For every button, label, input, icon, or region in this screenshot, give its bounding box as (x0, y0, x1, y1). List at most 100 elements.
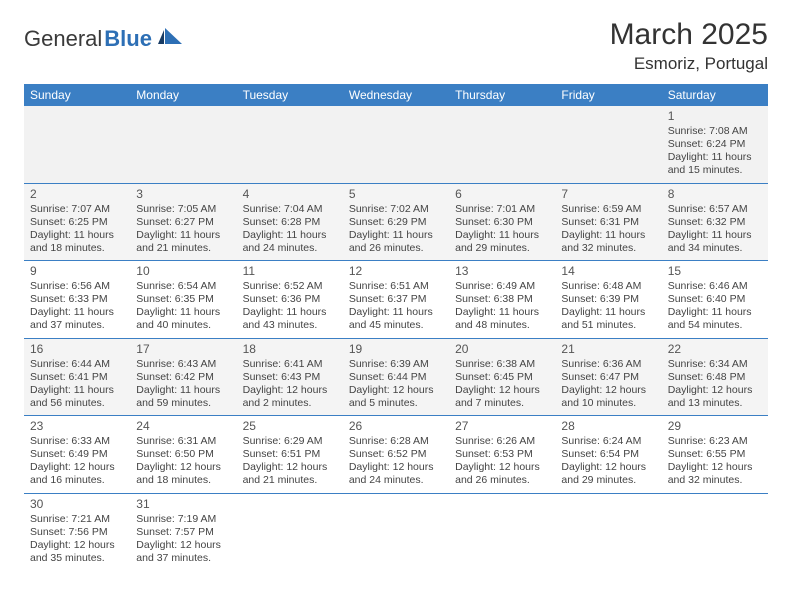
daylight-text: Daylight: 12 hours (561, 461, 655, 474)
daylight-text: and 37 minutes. (30, 319, 124, 332)
day-number: 11 (243, 264, 337, 279)
sunset-text: Sunset: 6:33 PM (30, 293, 124, 306)
brand-part2: Blue (104, 26, 152, 52)
daylight-text: and 29 minutes. (561, 474, 655, 487)
brand-part1: General (24, 26, 102, 52)
day-number: 1 (668, 109, 762, 124)
calendar-cell: 25Sunrise: 6:29 AMSunset: 6:51 PMDayligh… (237, 416, 343, 494)
calendar-row: 23Sunrise: 6:33 AMSunset: 6:49 PMDayligh… (24, 416, 768, 494)
brand-logo: GeneralBlue (24, 26, 184, 52)
sunset-text: Sunset: 6:24 PM (668, 138, 762, 151)
daylight-text: Daylight: 11 hours (561, 229, 655, 242)
daylight-text: and 34 minutes. (668, 242, 762, 255)
sunrise-text: Sunrise: 6:28 AM (349, 435, 443, 448)
sunrise-text: Sunrise: 6:59 AM (561, 203, 655, 216)
sunset-text: Sunset: 7:57 PM (136, 526, 230, 539)
day-number: 21 (561, 342, 655, 357)
calendar-cell-empty (130, 106, 236, 183)
title-block: March 2025 Esmoriz, Portugal (610, 18, 768, 74)
daylight-text: and 45 minutes. (349, 319, 443, 332)
daylight-text: Daylight: 11 hours (136, 384, 230, 397)
daylight-text: and 56 minutes. (30, 397, 124, 410)
month-title: March 2025 (610, 18, 768, 52)
sunrise-text: Sunrise: 6:41 AM (243, 358, 337, 371)
day-number: 28 (561, 419, 655, 434)
daylight-text: Daylight: 11 hours (30, 306, 124, 319)
sunset-text: Sunset: 6:44 PM (349, 371, 443, 384)
day-number: 14 (561, 264, 655, 279)
daylight-text: and 15 minutes. (668, 164, 762, 177)
day-number: 5 (349, 187, 443, 202)
sunset-text: Sunset: 6:28 PM (243, 216, 337, 229)
sunrise-text: Sunrise: 6:34 AM (668, 358, 762, 371)
daylight-text: and 5 minutes. (349, 397, 443, 410)
sunrise-text: Sunrise: 6:49 AM (455, 280, 549, 293)
page-header: GeneralBlue March 2025 Esmoriz, Portugal (24, 18, 768, 74)
sunrise-text: Sunrise: 6:29 AM (243, 435, 337, 448)
daylight-text: and 32 minutes. (561, 242, 655, 255)
calendar-row: 1Sunrise: 7:08 AMSunset: 6:24 PMDaylight… (24, 106, 768, 183)
daylight-text: and 32 minutes. (668, 474, 762, 487)
calendar-table: SundayMondayTuesdayWednesdayThursdayFrid… (24, 84, 768, 570)
calendar-cell: 4Sunrise: 7:04 AMSunset: 6:28 PMDaylight… (237, 183, 343, 261)
sunrise-text: Sunrise: 6:46 AM (668, 280, 762, 293)
sunset-text: Sunset: 6:38 PM (455, 293, 549, 306)
day-number: 9 (30, 264, 124, 279)
calendar-cell-empty (343, 493, 449, 570)
calendar-cell: 13Sunrise: 6:49 AMSunset: 6:38 PMDayligh… (449, 261, 555, 339)
sunrise-text: Sunrise: 6:43 AM (136, 358, 230, 371)
calendar-cell-empty (449, 106, 555, 183)
daylight-text: and 26 minutes. (455, 474, 549, 487)
calendar-cell: 3Sunrise: 7:05 AMSunset: 6:27 PMDaylight… (130, 183, 236, 261)
sunset-text: Sunset: 6:36 PM (243, 293, 337, 306)
sunset-text: Sunset: 6:39 PM (561, 293, 655, 306)
sunrise-text: Sunrise: 6:31 AM (136, 435, 230, 448)
calendar-cell: 28Sunrise: 6:24 AMSunset: 6:54 PMDayligh… (555, 416, 661, 494)
day-number: 25 (243, 419, 337, 434)
day-number: 27 (455, 419, 549, 434)
sunrise-text: Sunrise: 6:39 AM (349, 358, 443, 371)
calendar-cell-empty (555, 106, 661, 183)
day-number: 23 (30, 419, 124, 434)
weekday-header: Friday (555, 84, 661, 106)
day-number: 17 (136, 342, 230, 357)
daylight-text: Daylight: 11 hours (136, 229, 230, 242)
daylight-text: Daylight: 12 hours (455, 461, 549, 474)
calendar-cell: 7Sunrise: 6:59 AMSunset: 6:31 PMDaylight… (555, 183, 661, 261)
calendar-cell-empty (662, 493, 768, 570)
calendar-cell: 17Sunrise: 6:43 AMSunset: 6:42 PMDayligh… (130, 338, 236, 416)
daylight-text: Daylight: 11 hours (455, 306, 549, 319)
daylight-text: and 48 minutes. (455, 319, 549, 332)
daylight-text: Daylight: 12 hours (243, 384, 337, 397)
daylight-text: Daylight: 11 hours (136, 306, 230, 319)
calendar-cell: 18Sunrise: 6:41 AMSunset: 6:43 PMDayligh… (237, 338, 343, 416)
sunrise-text: Sunrise: 7:04 AM (243, 203, 337, 216)
daylight-text: and 24 minutes. (349, 474, 443, 487)
sunset-text: Sunset: 7:56 PM (30, 526, 124, 539)
day-number: 13 (455, 264, 549, 279)
daylight-text: Daylight: 11 hours (243, 306, 337, 319)
calendar-cell-empty (449, 493, 555, 570)
calendar-row: 9Sunrise: 6:56 AMSunset: 6:33 PMDaylight… (24, 261, 768, 339)
weekday-header-row: SundayMondayTuesdayWednesdayThursdayFrid… (24, 84, 768, 106)
sunset-text: Sunset: 6:52 PM (349, 448, 443, 461)
day-number: 12 (349, 264, 443, 279)
sunset-text: Sunset: 6:43 PM (243, 371, 337, 384)
daylight-text: and 24 minutes. (243, 242, 337, 255)
calendar-cell-empty (237, 493, 343, 570)
calendar-row: 16Sunrise: 6:44 AMSunset: 6:41 PMDayligh… (24, 338, 768, 416)
calendar-cell: 30Sunrise: 7:21 AMSunset: 7:56 PMDayligh… (24, 493, 130, 570)
daylight-text: and 43 minutes. (243, 319, 337, 332)
flag-icon (158, 26, 184, 46)
calendar-cell: 27Sunrise: 6:26 AMSunset: 6:53 PMDayligh… (449, 416, 555, 494)
daylight-text: and 35 minutes. (30, 552, 124, 565)
sunrise-text: Sunrise: 6:48 AM (561, 280, 655, 293)
day-number: 2 (30, 187, 124, 202)
daylight-text: and 54 minutes. (668, 319, 762, 332)
calendar-cell: 21Sunrise: 6:36 AMSunset: 6:47 PMDayligh… (555, 338, 661, 416)
sunset-text: Sunset: 6:35 PM (136, 293, 230, 306)
daylight-text: and 51 minutes. (561, 319, 655, 332)
daylight-text: Daylight: 12 hours (136, 539, 230, 552)
daylight-text: Daylight: 11 hours (668, 306, 762, 319)
sunrise-text: Sunrise: 6:24 AM (561, 435, 655, 448)
